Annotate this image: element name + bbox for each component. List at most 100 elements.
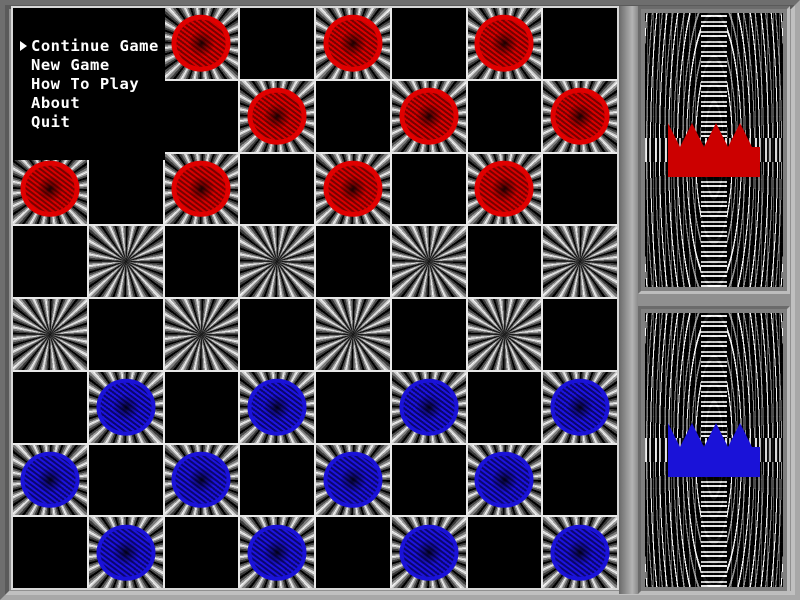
board-square-r2-c0[interactable] [13, 153, 87, 225]
board-square-r2-c3[interactable] [240, 153, 314, 225]
red-checker-piece[interactable] [474, 160, 534, 218]
red-checker-piece[interactable] [474, 15, 534, 72]
board-square-r5-c0[interactable] [13, 371, 87, 443]
blue-checker-piece[interactable] [550, 524, 610, 581]
board-square-r4-c6[interactable] [467, 299, 542, 370]
blue-checker-piece[interactable] [247, 378, 307, 436]
board-square-r4-c5[interactable] [391, 299, 466, 370]
board-square-r1-c5[interactable] [391, 80, 466, 152]
board-square-r5-c4[interactable] [316, 371, 390, 443]
board-square-r2-c6[interactable] [467, 153, 542, 225]
red-checker-piece[interactable] [171, 160, 231, 218]
board-square-r1-c3[interactable] [240, 80, 314, 152]
board-square-r5-c5[interactable] [391, 371, 466, 443]
blue-checker-piece[interactable] [550, 378, 610, 436]
board-square-r4-c7[interactable] [543, 299, 617, 370]
board-square-r3-c0[interactable] [13, 226, 87, 297]
board-square-r7-c3[interactable] [240, 517, 314, 588]
blue-king-panel [638, 306, 790, 594]
red-crown-icon [666, 121, 762, 179]
board-square-r1-c4[interactable] [316, 80, 390, 152]
blue-checker-piece[interactable] [20, 451, 80, 509]
board-square-r6-c4[interactable] [316, 444, 390, 516]
blue-checker-piece[interactable] [247, 524, 307, 581]
blue-checker-piece[interactable] [399, 378, 459, 436]
board-square-r3-c6[interactable] [467, 226, 542, 297]
menu-item-label: New Game [31, 55, 110, 74]
board-square-r1-c6[interactable] [467, 80, 542, 152]
board-square-r0-c6[interactable] [467, 8, 542, 79]
red-checker-piece[interactable] [323, 15, 383, 72]
board-square-r5-c2[interactable] [164, 371, 239, 443]
board-square-r7-c5[interactable] [391, 517, 466, 588]
board-square-r1-c7[interactable] [543, 80, 617, 152]
red-checker-piece[interactable] [171, 15, 231, 72]
blue-checker-piece[interactable] [323, 451, 383, 509]
board-square-r5-c7[interactable] [543, 371, 617, 443]
board-frame [11, 6, 619, 590]
board-square-r5-c6[interactable] [467, 371, 542, 443]
board-square-r0-c2[interactable] [164, 8, 239, 79]
board-square-r0-c5[interactable] [391, 8, 466, 79]
board-square-r7-c0[interactable] [13, 517, 87, 588]
board-square-r4-c4[interactable] [316, 299, 390, 370]
panel-divider [619, 6, 638, 594]
blue-checker-piece[interactable] [171, 451, 231, 509]
red-checker-piece[interactable] [550, 87, 610, 145]
menu-item-continue-game[interactable]: Continue Game [20, 37, 165, 56]
red-checker-piece[interactable] [323, 160, 383, 218]
board-square-r0-c3[interactable] [240, 8, 314, 79]
board-square-r6-c1[interactable] [88, 444, 163, 516]
board-square-r6-c3[interactable] [240, 444, 314, 516]
board-square-r6-c0[interactable] [13, 444, 87, 516]
red-king-panel [638, 6, 790, 294]
board-square-r3-c1[interactable] [88, 226, 163, 297]
menu-item-new-game[interactable]: New Game [20, 56, 165, 75]
board-square-r4-c1[interactable] [88, 299, 163, 370]
board-square-r3-c3[interactable] [240, 226, 314, 297]
board-square-r3-c4[interactable] [316, 226, 390, 297]
menu-item-how-to-play[interactable]: How To Play [20, 75, 165, 94]
board-square-r7-c2[interactable] [164, 517, 239, 588]
menu-selector-caret-icon [20, 41, 27, 51]
board-square-r4-c3[interactable] [240, 299, 314, 370]
board-square-r6-c2[interactable] [164, 444, 239, 516]
red-checker-piece[interactable] [399, 87, 459, 145]
checkers-board[interactable] [13, 8, 617, 588]
red-king-panel-inner [645, 13, 783, 287]
board-square-r7-c1[interactable] [88, 517, 163, 588]
red-checker-piece[interactable] [20, 160, 80, 218]
board-square-r2-c4[interactable] [316, 153, 390, 225]
board-square-r3-c7[interactable] [543, 226, 617, 297]
board-square-r1-c2[interactable] [164, 80, 239, 152]
blue-crown-icon [666, 421, 762, 479]
menu-item-quit[interactable]: Quit [20, 113, 165, 132]
board-square-r4-c0[interactable] [13, 299, 87, 370]
blue-checker-piece[interactable] [474, 451, 534, 509]
board-square-r0-c7[interactable] [543, 8, 617, 79]
board-square-r4-c2[interactable] [164, 299, 239, 370]
board-square-r2-c5[interactable] [391, 153, 466, 225]
board-square-r2-c1[interactable] [88, 153, 163, 225]
board-square-r5-c3[interactable] [240, 371, 314, 443]
menu-item-about[interactable]: About [20, 94, 165, 113]
board-square-r2-c7[interactable] [543, 153, 617, 225]
board-square-r2-c2[interactable] [164, 153, 239, 225]
blue-checker-piece[interactable] [96, 378, 156, 436]
red-checker-piece[interactable] [247, 87, 307, 145]
board-square-r6-c7[interactable] [543, 444, 617, 516]
board-square-r6-c5[interactable] [391, 444, 466, 516]
board-square-r7-c6[interactable] [467, 517, 542, 588]
blue-checker-piece[interactable] [399, 524, 459, 581]
menu-item-label: Continue Game [31, 36, 159, 55]
board-square-r3-c2[interactable] [164, 226, 239, 297]
blue-checker-piece[interactable] [96, 524, 156, 581]
board-square-r5-c1[interactable] [88, 371, 163, 443]
board-square-r7-c7[interactable] [543, 517, 617, 588]
board-square-r7-c4[interactable] [316, 517, 390, 588]
board-square-r0-c4[interactable] [316, 8, 390, 79]
board-square-r3-c5[interactable] [391, 226, 466, 297]
board-square-r6-c6[interactable] [467, 444, 542, 516]
main-menu[interactable]: Continue Game New Game How To Play About Qui… [13, 8, 165, 160]
